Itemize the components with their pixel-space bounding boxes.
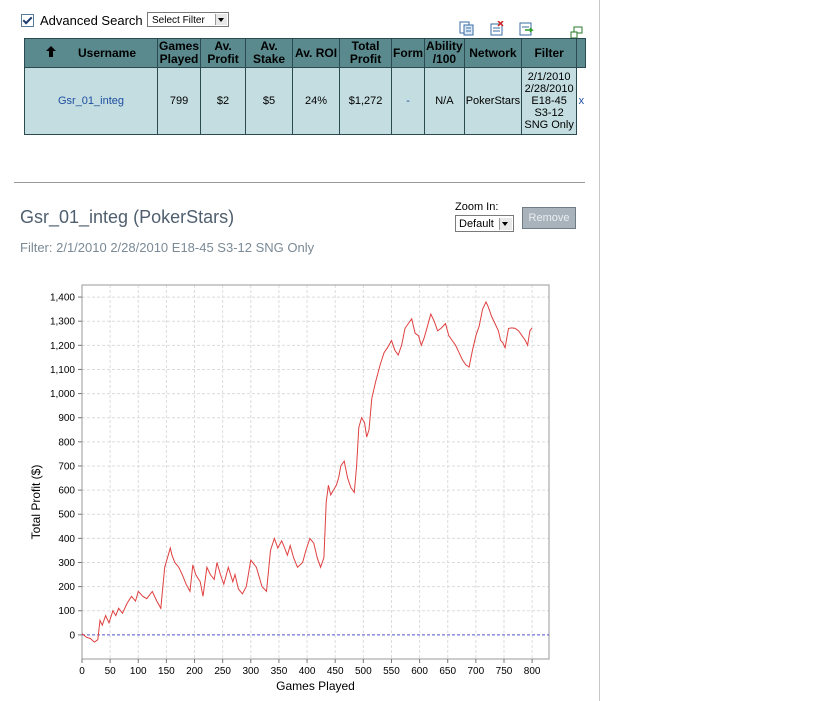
x-tick-label: 800 bbox=[524, 666, 541, 677]
ability-cell: N/A bbox=[424, 67, 465, 135]
x-tick-label: 100 bbox=[130, 666, 147, 677]
zoom-label: Zoom In: bbox=[455, 201, 499, 213]
chevron-down-icon[interactable] bbox=[499, 218, 512, 230]
av-profit-cell: $2 bbox=[200, 67, 247, 135]
col-av-stake[interactable]: Av. Stake bbox=[245, 38, 294, 68]
x-tick-label: 200 bbox=[186, 666, 203, 677]
y-tick-label: 600 bbox=[58, 486, 75, 497]
y-tick-label: 0 bbox=[69, 630, 75, 641]
filter-line: S3-12 bbox=[534, 107, 564, 119]
y-tick-label: 1,200 bbox=[50, 341, 75, 352]
filter-line: SNG Only bbox=[524, 119, 574, 131]
filter-cell: 2/1/2010 2/28/2010 E18-45 S3-12 SNG Only bbox=[521, 67, 578, 135]
page-title: Gsr_01_integ (PokerStars) bbox=[20, 207, 235, 227]
x-tick-label: 650 bbox=[439, 666, 456, 677]
y-axis-label: Total Profit ($) bbox=[29, 465, 43, 540]
x-tick-label: 150 bbox=[158, 666, 175, 677]
col-av-roi[interactable]: Av. ROI bbox=[292, 38, 341, 68]
players-table: Username Games Played Av. Profit Av. Sta… bbox=[24, 38, 587, 135]
chevron-down-icon[interactable] bbox=[215, 14, 227, 25]
profit-chart: 0 50 100 150 200 250 300 350 400 450 500 550 600 650 7… bbox=[29, 284, 550, 693]
export-icon[interactable] bbox=[519, 21, 534, 36]
x-tick-label: 700 bbox=[468, 666, 485, 677]
x-tick-label: 450 bbox=[327, 666, 344, 677]
y-tick-label: 500 bbox=[58, 510, 75, 521]
y-tick-label: 200 bbox=[58, 582, 75, 593]
sort-arrow-icon[interactable] bbox=[45, 45, 56, 57]
plot-frame bbox=[81, 284, 550, 660]
zoom-select[interactable]: Default bbox=[455, 215, 514, 232]
col-remove bbox=[576, 38, 587, 68]
col-form[interactable]: Form bbox=[391, 38, 426, 68]
total-profit-cell: $1,272 bbox=[339, 67, 393, 135]
y-tick-label: 1,400 bbox=[50, 293, 75, 304]
y-tick-label: 800 bbox=[58, 437, 75, 448]
username-link[interactable]: Gsr_01_integ bbox=[24, 67, 158, 135]
filter-line: E18-45 bbox=[531, 95, 567, 107]
delete-page-icon[interactable] bbox=[489, 21, 504, 36]
filter-select-value: Select Filter bbox=[152, 15, 205, 26]
table-header-row: Username Games Played Av. Profit Av. Sta… bbox=[24, 38, 587, 68]
x-axis-label: Games Played bbox=[276, 679, 355, 693]
col-av-profit[interactable]: Av. Profit bbox=[200, 38, 247, 68]
y-tick-label: 300 bbox=[58, 558, 75, 569]
copy-icon[interactable] bbox=[459, 21, 474, 36]
y-tick-label: 1,100 bbox=[50, 365, 75, 376]
x-tick-label: 600 bbox=[411, 666, 428, 677]
x-tick-label: 0 bbox=[79, 666, 85, 677]
panel-divider bbox=[599, 0, 600, 701]
filter-line: 2/28/2010 bbox=[524, 83, 574, 95]
y-tick-label: 100 bbox=[58, 606, 75, 617]
form-cell[interactable]: - bbox=[391, 67, 426, 135]
col-total-profit[interactable]: Total Profit bbox=[339, 38, 393, 68]
filter-summary: Filter: 2/1/2010 2/28/2010 E18-45 S3-12 … bbox=[20, 240, 315, 255]
av-stake-cell: $5 bbox=[245, 67, 294, 135]
filter-select[interactable]: Select Filter bbox=[147, 12, 229, 27]
col-filter[interactable]: Filter bbox=[521, 38, 578, 68]
col-ability[interactable]: Ability /100 bbox=[424, 38, 465, 68]
advanced-search-toggle[interactable]: Advanced Search bbox=[21, 13, 143, 28]
x-tick-label: 250 bbox=[214, 666, 231, 677]
chart-grid bbox=[81, 285, 549, 659]
table-row: Gsr_01_integ 799 $2 $5 24% $1,272 - N/A … bbox=[24, 67, 586, 135]
y-tick-label: 400 bbox=[58, 534, 75, 545]
y-tick-label: 900 bbox=[58, 413, 75, 424]
section-divider bbox=[14, 182, 585, 183]
chart-axes: 0 50 100 150 200 250 300 350 400 450 500 550 600 650 7… bbox=[50, 293, 541, 677]
x-tick-label: 550 bbox=[383, 666, 400, 677]
advanced-search-checkbox[interactable] bbox=[21, 14, 34, 27]
y-tick-label: 1,300 bbox=[50, 317, 75, 328]
remove-row-link[interactable]: x bbox=[576, 67, 586, 135]
series-line-total-profit bbox=[81, 300, 533, 643]
y-tick-label: 700 bbox=[58, 461, 75, 472]
remove-button[interactable]: Remove bbox=[522, 207, 576, 229]
x-tick-label: 500 bbox=[355, 666, 372, 677]
advanced-search-label: Advanced Search bbox=[40, 13, 143, 28]
zoom-select-value: Default bbox=[459, 218, 494, 230]
x-tick-label: 750 bbox=[496, 666, 513, 677]
games-played-cell: 799 bbox=[156, 67, 202, 135]
col-network[interactable]: Network bbox=[463, 38, 523, 68]
x-tick-label: 300 bbox=[242, 666, 259, 677]
network-cell: PokerStars bbox=[463, 67, 523, 135]
y-tick-label: 1,000 bbox=[50, 389, 75, 400]
filter-line: 2/1/2010 bbox=[527, 71, 571, 83]
x-tick-label: 50 bbox=[105, 666, 117, 677]
col-games-played[interactable]: Games Played bbox=[156, 38, 202, 68]
x-tick-label: 350 bbox=[271, 666, 288, 677]
x-tick-label: 400 bbox=[299, 666, 316, 677]
av-roi-cell: 24% bbox=[292, 67, 341, 135]
col-username[interactable]: Username bbox=[24, 38, 158, 68]
